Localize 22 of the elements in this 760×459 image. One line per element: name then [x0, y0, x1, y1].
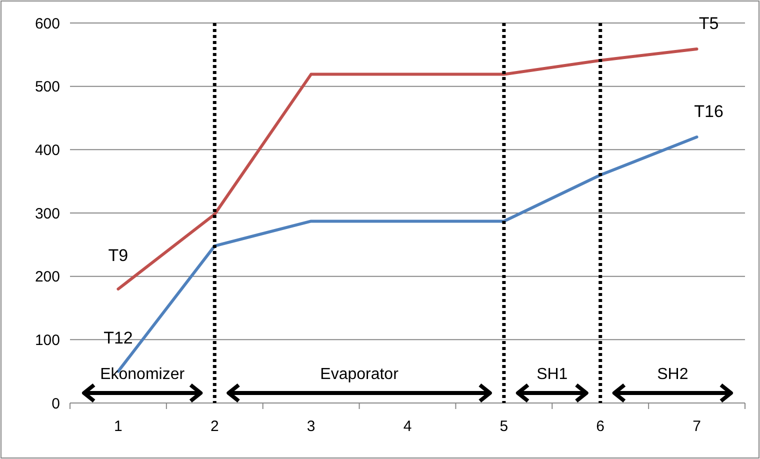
y-tick-label: 400: [34, 142, 60, 159]
x-tick-label: 6: [596, 418, 605, 435]
y-tick-label: 300: [34, 205, 60, 222]
x-tick-label: 5: [500, 418, 508, 435]
y-tick-label: 0: [52, 395, 60, 412]
x-tick-label: 3: [306, 418, 316, 435]
annotation: T9: [108, 246, 128, 265]
annotation: SH1: [536, 366, 568, 383]
x-tick-label: 2: [210, 418, 219, 435]
annotation: T5: [698, 14, 719, 33]
y-tick-label: 500: [34, 78, 60, 96]
x-tick-label: 7: [692, 418, 701, 435]
y-tick-label: 200: [34, 268, 60, 286]
x-tick-label: 1: [114, 418, 122, 435]
annotation: Evaporator: [320, 366, 400, 383]
y-tick-label: 600: [34, 15, 60, 32]
annotation: SH2: [657, 366, 688, 383]
x-tick-label: 4: [403, 418, 412, 435]
annotation: T16: [694, 102, 724, 121]
annotation: Ekonomizer: [100, 366, 186, 383]
annotation: T12: [104, 328, 133, 348]
y-tick-label: 100: [34, 332, 60, 349]
